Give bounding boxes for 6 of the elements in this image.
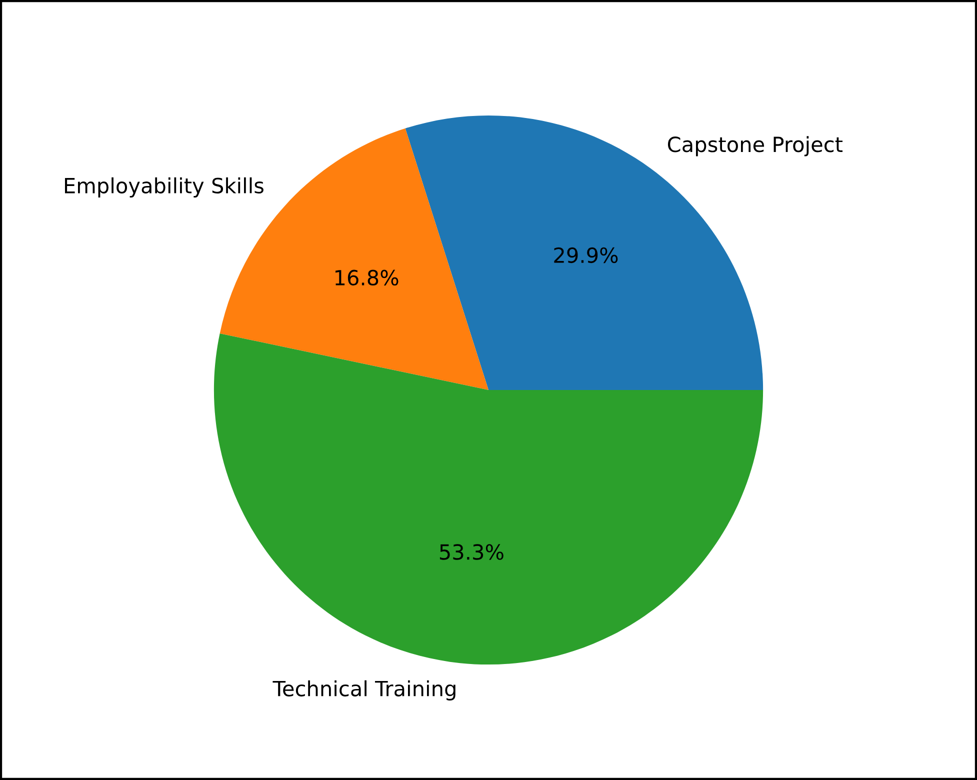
slice-label: Technical Training [272,680,456,700]
slice-label: Employability Skills [64,177,264,198]
slice-label: Capstone Project [668,136,843,156]
data-label: 53.3% [440,544,504,560]
data-label: 16.8% [336,270,398,286]
data-label: 29.9% [554,247,618,264]
